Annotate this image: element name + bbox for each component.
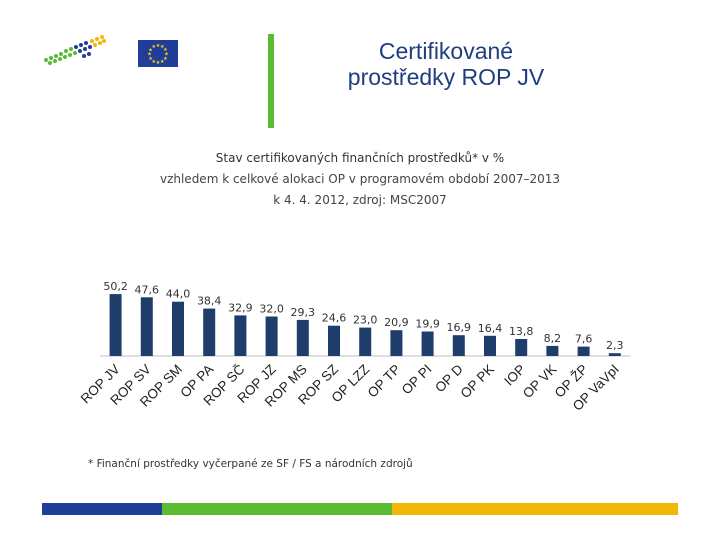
bar-14 <box>546 345 559 356</box>
eu-star-icon: ★ <box>148 56 153 62</box>
bar-11 <box>452 335 465 356</box>
bar-1 <box>140 297 153 356</box>
eu-star-icon: ★ <box>147 52 152 58</box>
data-label-0: 50,2 <box>103 280 128 293</box>
category-label-13: IOP <box>501 362 528 389</box>
bottom-color-bar <box>42 503 678 515</box>
data-label-2: 44,0 <box>166 288 191 301</box>
bar-7 <box>328 325 340 356</box>
bar-4 <box>234 315 247 356</box>
chart-title: Stav certifikovaných finančních prostřed… <box>215 151 505 165</box>
bar-5 <box>265 316 278 356</box>
page-title-line1: Certifikované <box>378 38 514 64</box>
bar-10 <box>421 331 434 356</box>
eu-star-icon: ★ <box>156 60 161 66</box>
bottom-bar-yellow <box>392 503 678 515</box>
bottom-bar-blue <box>42 503 162 515</box>
eu-star-icon: ★ <box>156 43 161 49</box>
eu-star-icon: ★ <box>164 52 169 58</box>
page-title: Certifikované prostředky ROP JV <box>286 38 606 90</box>
eu-star-icon: ★ <box>151 44 156 50</box>
eu-star-icon: ★ <box>160 44 165 50</box>
bar-13 <box>515 339 528 356</box>
bar-16 <box>608 353 621 356</box>
bar-8 <box>359 327 372 356</box>
bar-2 <box>172 301 184 356</box>
bar-9 <box>390 330 403 356</box>
data-label-1: 47,6 <box>135 283 160 296</box>
data-label-8: 23,0 <box>353 314 378 327</box>
eu-star-icon: ★ <box>160 59 165 65</box>
data-label-6: 29,3 <box>291 306 316 319</box>
data-label-15: 7,6 <box>575 333 593 346</box>
bar-6 <box>296 319 309 356</box>
bar-15 <box>577 346 590 356</box>
data-label-3: 38,4 <box>197 295 222 308</box>
chart-source: k 4. 4. 2012, zdroj: MSC2007 <box>273 193 447 207</box>
chart-subtitle: Stav certifikovaných finančních prostřed… <box>110 148 610 211</box>
data-label-11: 16,9 <box>447 321 472 334</box>
eu-flag: ★ ★ ★ ★ ★ ★ ★ ★ ★ ★ ★ ★ <box>138 40 178 67</box>
footnote: * Finanční prostředky vyčerpané ze SF / … <box>88 458 413 470</box>
eu-star-icon: ★ <box>148 47 153 53</box>
data-label-7: 24,6 <box>322 312 347 325</box>
data-label-5: 32,0 <box>259 303 284 316</box>
category-label-10: OP PI <box>399 362 435 398</box>
data-label-12: 16,4 <box>478 322 503 335</box>
eu-star-icon: ★ <box>152 59 157 65</box>
data-label-13: 13,8 <box>509 325 534 338</box>
eu-flag-icon: ★★★★★★★★★ ★ ★★ <box>138 40 178 67</box>
data-label-4: 32,9 <box>228 301 253 314</box>
program-logo <box>40 32 110 68</box>
chart-subtitle-line2: vzhledem k celkové alokaci OP v programo… <box>159 172 561 186</box>
eu-star-icon: ★ <box>163 56 168 62</box>
program-logo-icon <box>44 35 106 65</box>
page-title-line2: prostředky ROP JV <box>347 64 545 90</box>
bottom-bar-green <box>162 503 392 515</box>
data-label-16: 2,3 <box>606 339 624 352</box>
category-label-9: OP TP <box>365 362 404 401</box>
data-label-14: 8,2 <box>544 332 562 345</box>
category-label-12: OP PK <box>458 362 498 402</box>
data-label-10: 19,9 <box>415 318 440 331</box>
bar-3 <box>203 308 216 356</box>
data-label-9: 20,9 <box>384 316 409 329</box>
eu-star-icon: ★ <box>163 47 168 53</box>
header-divider <box>268 34 274 128</box>
category-label-14: OP VK <box>520 362 560 402</box>
bar-12 <box>484 335 496 356</box>
bar-0 <box>109 294 122 356</box>
